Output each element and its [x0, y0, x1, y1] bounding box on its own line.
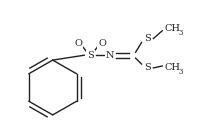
Text: S: S [144, 34, 151, 43]
Text: O: O [98, 39, 106, 48]
Text: 3: 3 [178, 68, 182, 76]
Text: 3: 3 [178, 29, 182, 37]
Text: N: N [106, 51, 114, 60]
Text: S: S [144, 63, 151, 72]
Text: S: S [87, 51, 94, 60]
Text: CH: CH [164, 24, 180, 33]
Text: O: O [74, 39, 82, 48]
Text: CH: CH [164, 63, 180, 72]
